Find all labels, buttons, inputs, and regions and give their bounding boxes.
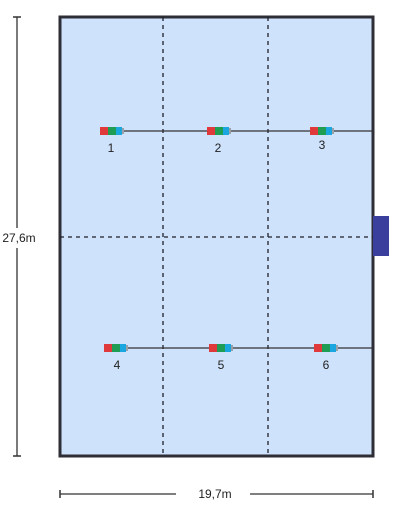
door-marker — [373, 216, 389, 256]
fixture-3: 3 — [310, 127, 334, 152]
fixture-label: 1 — [108, 141, 115, 155]
width-label: 19,7m — [198, 487, 231, 501]
fixture-label: 4 — [114, 358, 121, 372]
fixture-label: 3 — [319, 138, 326, 152]
height-label: 27,6m — [2, 231, 35, 245]
fixture-6: 6 — [314, 344, 338, 372]
fixture-5: 5 — [209, 344, 233, 372]
width-dimension: 19,7m — [59, 487, 374, 501]
fixture-1: 1 — [100, 127, 124, 155]
room-floor — [58, 15, 375, 458]
fixture-label: 2 — [215, 141, 222, 155]
fixture-4: 4 — [104, 344, 128, 372]
height-dimension: 27,6m — [2, 16, 36, 457]
fixture-label: 6 — [323, 358, 330, 372]
fixture-2: 2 — [207, 127, 231, 155]
fixture-label: 5 — [218, 358, 225, 372]
